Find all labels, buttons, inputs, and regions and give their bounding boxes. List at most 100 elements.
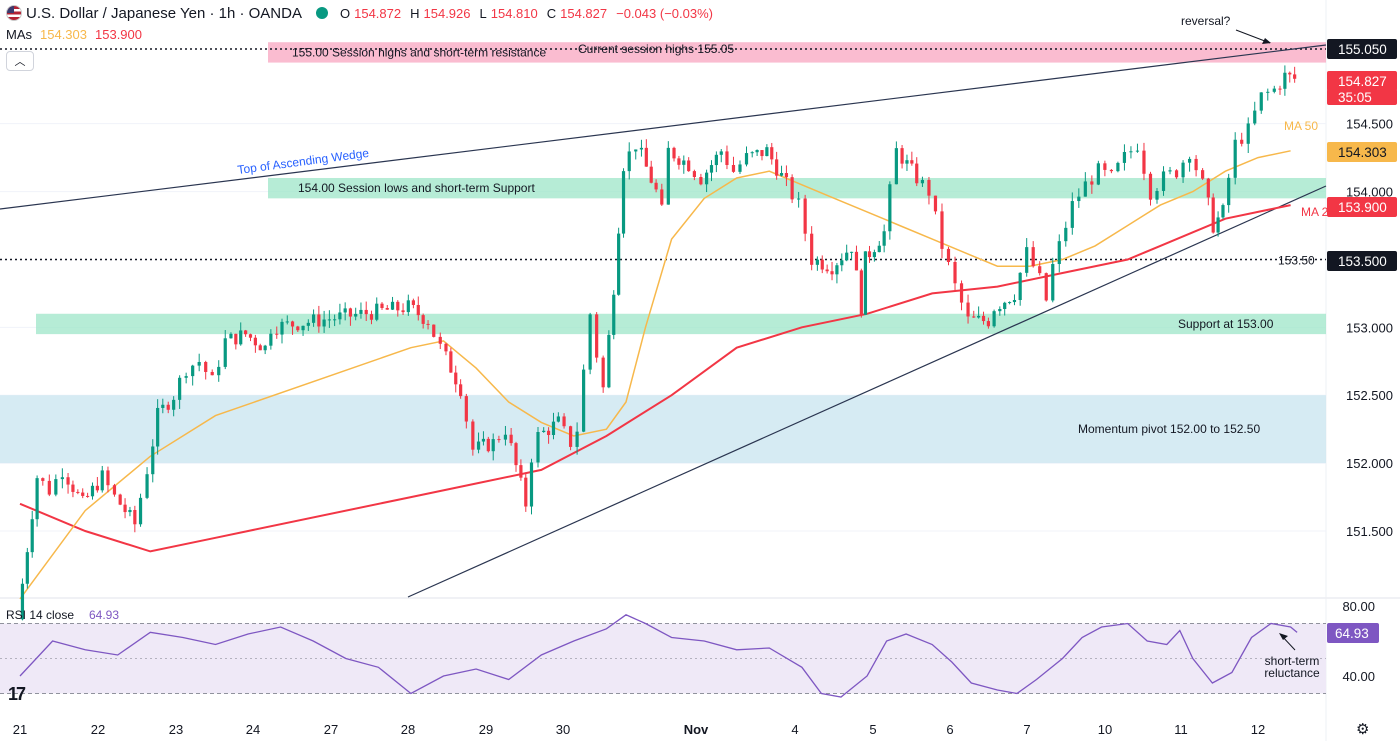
y-tick-label: 152.000 bbox=[1346, 456, 1393, 471]
candle-body bbox=[992, 311, 996, 327]
candle-body bbox=[1216, 217, 1220, 233]
candle-body bbox=[1253, 110, 1257, 124]
candle-body bbox=[301, 325, 305, 331]
candle-body bbox=[390, 301, 395, 310]
x-tick-label: 5 bbox=[869, 722, 876, 737]
ma-legend[interactable]: MAs 154.303 153.900 bbox=[6, 27, 142, 42]
y-tick-label: 154.000 bbox=[1346, 185, 1393, 200]
candle-body bbox=[575, 431, 579, 447]
wedge-bottom-trendline bbox=[407, 185, 1327, 598]
candle-body bbox=[385, 308, 389, 310]
candle-body bbox=[71, 484, 75, 492]
low-key: L bbox=[479, 5, 487, 21]
candle-body bbox=[1044, 273, 1048, 301]
candle-body bbox=[546, 430, 551, 436]
candle-body bbox=[1233, 139, 1237, 178]
ma200-legend-value: 153.900 bbox=[95, 27, 142, 42]
candle-body bbox=[882, 231, 886, 246]
candle-body bbox=[449, 351, 453, 373]
symbol-title[interactable]: U.S. Dollar / Japanese Yen · 1h · OANDA bbox=[26, 4, 302, 22]
candle-body bbox=[568, 426, 573, 447]
collapse-legend-button[interactable]: ︿ bbox=[6, 51, 34, 71]
candle-body bbox=[595, 314, 599, 358]
high-value: 154.926 bbox=[423, 5, 471, 21]
candle-body bbox=[459, 384, 463, 397]
candle-body bbox=[239, 330, 243, 345]
candle-body bbox=[953, 261, 957, 284]
candle-body bbox=[1038, 266, 1042, 274]
candle-body bbox=[784, 173, 789, 178]
level-label: Current session highs 155.05 bbox=[578, 42, 734, 56]
rsi-line bbox=[19, 614, 1298, 698]
candle-body bbox=[1018, 272, 1022, 300]
candle-body bbox=[60, 477, 64, 480]
candle-body bbox=[1266, 91, 1270, 93]
candle-body bbox=[1109, 169, 1113, 172]
candle-body bbox=[161, 404, 165, 408]
candle-body bbox=[542, 430, 546, 432]
rsi-value-legend: 64.93 bbox=[89, 608, 119, 622]
candle-body bbox=[755, 150, 759, 153]
candle-body bbox=[364, 309, 368, 315]
candle-body bbox=[1070, 201, 1074, 228]
candle-body bbox=[986, 321, 991, 327]
candle-body bbox=[1025, 247, 1029, 273]
candle-body bbox=[946, 248, 951, 262]
candle-body bbox=[529, 462, 534, 507]
candle-body bbox=[343, 308, 347, 313]
candle-body bbox=[1096, 163, 1100, 185]
candle-body bbox=[760, 150, 764, 157]
candle-body bbox=[438, 336, 442, 344]
candle-body bbox=[677, 158, 681, 165]
candle-body bbox=[849, 251, 854, 253]
x-tick-label: 10 bbox=[1098, 722, 1112, 737]
candle-body bbox=[666, 147, 670, 205]
candle-body bbox=[112, 485, 117, 495]
candle-body bbox=[30, 519, 34, 553]
candle-body bbox=[290, 321, 295, 327]
candle-body bbox=[145, 474, 149, 498]
candle-body bbox=[369, 314, 374, 320]
chevron-up-icon: ︿ bbox=[14, 56, 26, 68]
candle-body bbox=[1007, 302, 1012, 304]
candle-body bbox=[41, 478, 45, 481]
x-tick-label: 22 bbox=[91, 722, 105, 737]
candle-body bbox=[90, 485, 95, 497]
chart-header: U.S. Dollar / Japanese Yen · 1h · OANDA … bbox=[6, 3, 718, 23]
x-tick-label: 6 bbox=[946, 722, 953, 737]
candle-body bbox=[95, 485, 99, 491]
rsi-tick-label: 80.00 bbox=[1342, 599, 1375, 614]
close-key: C bbox=[546, 5, 557, 21]
candle-body bbox=[621, 171, 626, 234]
candle-body bbox=[128, 510, 132, 513]
wedge-label: Top of Ascending Wedge bbox=[237, 146, 371, 177]
candle-body bbox=[1148, 173, 1153, 200]
y-tick-label: 151.500 bbox=[1346, 524, 1393, 539]
candle-body bbox=[444, 343, 448, 352]
rsi-label: RSI 14 close bbox=[6, 608, 74, 622]
x-tick-label: 12 bbox=[1251, 722, 1265, 737]
price-tag-countdown bbox=[1327, 89, 1397, 105]
candle-body bbox=[582, 369, 586, 432]
candle-body bbox=[25, 552, 29, 584]
candle-body bbox=[1227, 177, 1231, 206]
candle-body bbox=[775, 159, 779, 176]
open-value: 154.872 bbox=[354, 5, 402, 21]
candle-body bbox=[1221, 205, 1225, 218]
us-flag-icon bbox=[6, 5, 22, 21]
price-tag-text: 155.050 bbox=[1338, 42, 1387, 57]
candle-body bbox=[744, 153, 749, 165]
candle-body bbox=[1272, 88, 1276, 92]
candle-body bbox=[1116, 162, 1120, 172]
tradingview-logo-icon[interactable]: 17 bbox=[8, 684, 26, 704]
candle-body bbox=[612, 294, 616, 335]
candle-body bbox=[253, 337, 257, 346]
change-value: −0.043 (−0.03%) bbox=[616, 5, 713, 21]
reluctance-arrowhead bbox=[1279, 633, 1288, 640]
gear-icon[interactable]: ⚙ bbox=[1356, 721, 1370, 738]
candle-body bbox=[20, 583, 25, 620]
candle-body bbox=[1278, 88, 1282, 90]
ma50-legend-value: 154.303 bbox=[40, 27, 87, 42]
